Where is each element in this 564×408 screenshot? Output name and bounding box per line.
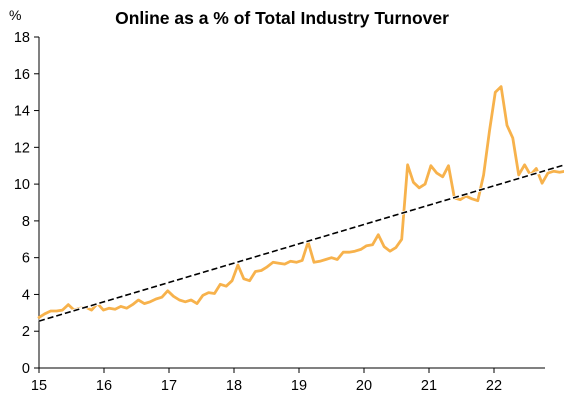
- online-share-line: [37, 85, 564, 319]
- x-tick-label: 17: [161, 378, 177, 394]
- chart-title: Online as a % of Total Industry Turnover: [115, 8, 449, 28]
- x-tick-label: 15: [31, 378, 47, 394]
- y-tick-label: 2: [22, 324, 30, 340]
- y-tick-label: 16: [14, 67, 30, 83]
- y-tick-label: 18: [14, 30, 30, 46]
- y-tick-label: 6: [22, 251, 30, 267]
- x-tick-label: 16: [96, 378, 112, 394]
- y-axis-unit-label: %: [9, 7, 22, 23]
- y-tick-label: 8: [22, 214, 30, 230]
- y-tick-label: 10: [14, 177, 30, 193]
- y-tick-label: 0: [22, 361, 30, 377]
- x-tick-label: 19: [291, 378, 307, 394]
- x-tick-label: 20: [356, 378, 372, 394]
- x-tick-label: 21: [421, 378, 437, 394]
- y-tick-label: 12: [14, 140, 30, 156]
- x-tick-label: 22: [486, 378, 502, 394]
- y-tick-label: 14: [14, 104, 30, 120]
- trend-line: [38, 164, 564, 322]
- x-tick-label: 18: [226, 378, 242, 394]
- y-tick-label: 4: [22, 287, 30, 303]
